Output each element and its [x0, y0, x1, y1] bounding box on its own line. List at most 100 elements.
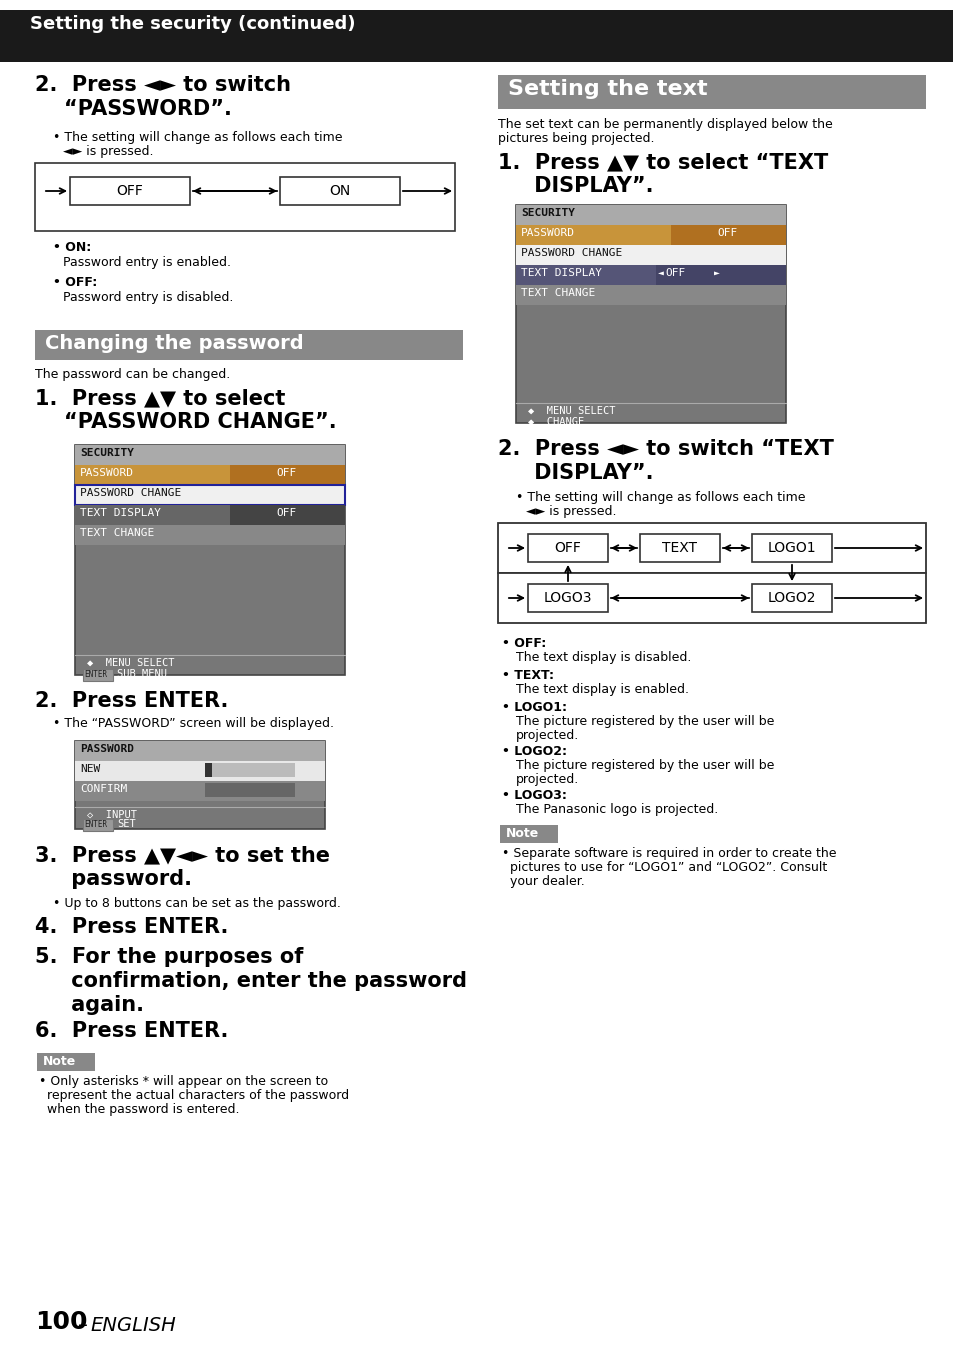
Text: 5.  For the purposes of: 5. For the purposes of — [35, 946, 303, 967]
Text: OFF: OFF — [554, 541, 580, 555]
Bar — [516, 285, 785, 305]
Text: “PASSWORD”.: “PASSWORD”. — [35, 99, 232, 119]
Text: projected.: projected. — [516, 774, 578, 786]
Text: PASSWORD: PASSWORD — [80, 744, 133, 755]
Text: TEXT CHANGE: TEXT CHANGE — [520, 288, 595, 298]
Text: OFF: OFF — [116, 184, 143, 198]
Text: PASSWORD CHANGE: PASSWORD CHANGE — [80, 487, 181, 498]
Bar — [205, 763, 294, 778]
Bar — [205, 763, 212, 778]
Text: LOGO1: LOGO1 — [767, 541, 816, 555]
Bar — [670, 225, 785, 244]
Bar — [75, 505, 345, 525]
Text: represent the actual characters of the password: represent the actual characters of the p… — [47, 1089, 349, 1102]
Bar — [205, 783, 294, 796]
Text: SUB MENU: SUB MENU — [117, 670, 167, 679]
Text: –: – — [78, 1316, 94, 1335]
Bar — [75, 782, 325, 801]
Text: OFF: OFF — [717, 228, 738, 238]
Text: ◄: ◄ — [658, 269, 663, 278]
Text: Setting the text: Setting the text — [507, 80, 707, 99]
Text: • LOGO3:: • LOGO3: — [501, 788, 566, 802]
Text: • LOGO1:: • LOGO1: — [501, 701, 566, 714]
Bar — [497, 76, 925, 109]
Bar — [751, 585, 831, 612]
Text: Note: Note — [505, 828, 538, 840]
Bar — [35, 163, 455, 231]
Text: SECURITY: SECURITY — [80, 448, 133, 458]
Text: 2.  Press ◄► to switch: 2. Press ◄► to switch — [35, 76, 291, 95]
Bar — [516, 244, 785, 265]
Text: Changing the password: Changing the password — [45, 333, 303, 352]
Text: • LOGO2:: • LOGO2: — [501, 745, 566, 757]
Text: • OFF:: • OFF: — [53, 275, 97, 289]
Text: DISPLAY”.: DISPLAY”. — [497, 463, 653, 483]
Text: PASSWORD: PASSWORD — [80, 468, 133, 478]
Text: OFF: OFF — [276, 468, 296, 478]
Text: SET: SET — [117, 819, 135, 829]
Bar — [527, 535, 607, 562]
Text: • ON:: • ON: — [53, 242, 91, 254]
Text: your dealer.: your dealer. — [510, 875, 584, 888]
Bar — [230, 505, 345, 525]
Text: 2.  Press ◄► to switch “TEXT: 2. Press ◄► to switch “TEXT — [497, 439, 833, 459]
Bar — [639, 535, 720, 562]
Bar — [75, 741, 325, 761]
Bar — [75, 741, 325, 829]
Text: 2.  Press ENTER.: 2. Press ENTER. — [35, 691, 228, 711]
Bar — [70, 177, 190, 205]
Bar — [516, 265, 785, 285]
Bar — [527, 585, 607, 612]
Bar — [75, 525, 345, 545]
Text: The text display is disabled.: The text display is disabled. — [516, 651, 691, 664]
Text: ◆  CHANGE: ◆ CHANGE — [527, 417, 583, 427]
Text: • Only asterisks * will appear on the screen to: • Only asterisks * will appear on the sc… — [39, 1075, 328, 1088]
Text: ◄► is pressed.: ◄► is pressed. — [63, 144, 153, 158]
Text: DISPLAY”.: DISPLAY”. — [497, 176, 653, 196]
Text: 3.  Press ▲▼◄► to set the: 3. Press ▲▼◄► to set the — [35, 845, 330, 865]
Text: 1.  Press ▲▼ to select: 1. Press ▲▼ to select — [35, 387, 285, 408]
Text: ◆  MENU SELECT: ◆ MENU SELECT — [527, 406, 615, 416]
Bar — [83, 670, 112, 680]
Text: • The “PASSWORD” screen will be displayed.: • The “PASSWORD” screen will be displaye… — [53, 717, 334, 730]
Text: The text display is enabled.: The text display is enabled. — [516, 683, 688, 697]
Text: 4.  Press ENTER.: 4. Press ENTER. — [35, 917, 228, 937]
Text: ENTER: ENTER — [84, 819, 107, 829]
Text: ◆  MENU SELECT: ◆ MENU SELECT — [87, 657, 174, 668]
Text: PASSWORD: PASSWORD — [520, 228, 575, 238]
Text: LOGO2: LOGO2 — [767, 591, 816, 605]
Text: OFF: OFF — [665, 269, 685, 278]
Bar — [656, 265, 785, 285]
Text: pictures being projected.: pictures being projected. — [497, 132, 654, 144]
Bar — [280, 177, 399, 205]
Bar — [75, 446, 345, 675]
Bar — [751, 535, 831, 562]
Text: ENGLISH: ENGLISH — [90, 1316, 175, 1335]
Bar — [75, 464, 345, 485]
Text: 6.  Press ENTER.: 6. Press ENTER. — [35, 1021, 228, 1041]
Text: Password entry is enabled.: Password entry is enabled. — [63, 256, 231, 269]
Text: • The setting will change as follows each time: • The setting will change as follows eac… — [53, 131, 342, 144]
Bar — [499, 825, 558, 842]
Text: 100: 100 — [35, 1310, 88, 1334]
Text: ►: ► — [713, 269, 720, 278]
Text: Password entry is disabled.: Password entry is disabled. — [63, 292, 233, 304]
Bar — [497, 522, 925, 572]
Text: The picture registered by the user will be: The picture registered by the user will … — [516, 759, 774, 772]
Bar — [497, 572, 925, 622]
Text: TEXT: TEXT — [661, 541, 697, 555]
Text: 1.  Press ▲▼ to select “TEXT: 1. Press ▲▼ to select “TEXT — [497, 153, 827, 171]
Text: Setting the security (continued): Setting the security (continued) — [30, 15, 355, 32]
Text: • Up to 8 buttons can be set as the password.: • Up to 8 buttons can be set as the pass… — [53, 896, 340, 910]
Text: when the password is entered.: when the password is entered. — [47, 1103, 239, 1116]
Text: projected.: projected. — [516, 729, 578, 742]
Text: TEXT DISPLAY: TEXT DISPLAY — [80, 508, 161, 518]
Text: The password can be changed.: The password can be changed. — [35, 369, 230, 381]
Text: again.: again. — [35, 995, 144, 1015]
Bar — [37, 1053, 95, 1071]
Bar — [516, 205, 785, 423]
Text: The picture registered by the user will be: The picture registered by the user will … — [516, 716, 774, 728]
Text: OFF: OFF — [276, 508, 296, 518]
Bar — [516, 225, 785, 244]
Text: • The setting will change as follows each time: • The setting will change as follows eac… — [516, 491, 804, 504]
